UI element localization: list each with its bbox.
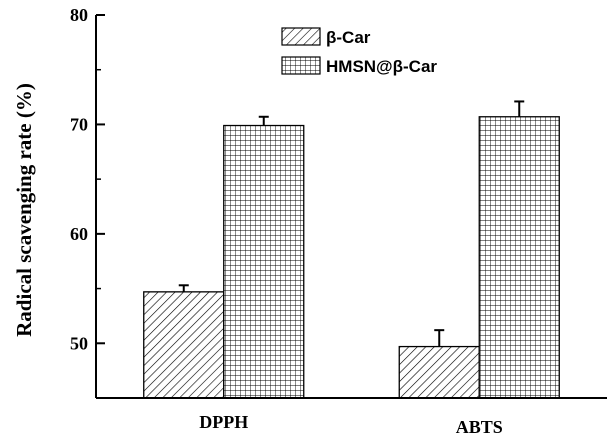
x-tick-label-0: DPPH: [199, 412, 248, 432]
bar-1-0: [223, 124, 305, 399]
legend-swatch-0: [281, 27, 321, 46]
bar-0-1: [398, 345, 480, 399]
y-tick-label-0: 50: [70, 333, 88, 353]
y-tick-label-2: 70: [70, 114, 88, 134]
legend-label-0: β-Car: [326, 28, 371, 47]
y-tick-label-1: 60: [70, 224, 88, 244]
y-tick-label-3: 80: [70, 5, 88, 25]
bars-layer: [143, 100, 560, 399]
bar-1-1: [478, 116, 560, 399]
y-axis-title: Radical scavenging rate (%): [12, 83, 36, 337]
legend: β-Car HMSN@β-Car: [281, 27, 437, 76]
legend-swatch-1: [281, 56, 321, 75]
axes-layer: DPPH ABTS 50 60 70 80: [70, 5, 607, 437]
bar-0-0: [143, 291, 225, 399]
x-tick-label-1: ABTS: [456, 417, 503, 437]
legend-label-1: HMSN@β-Car: [326, 57, 437, 76]
